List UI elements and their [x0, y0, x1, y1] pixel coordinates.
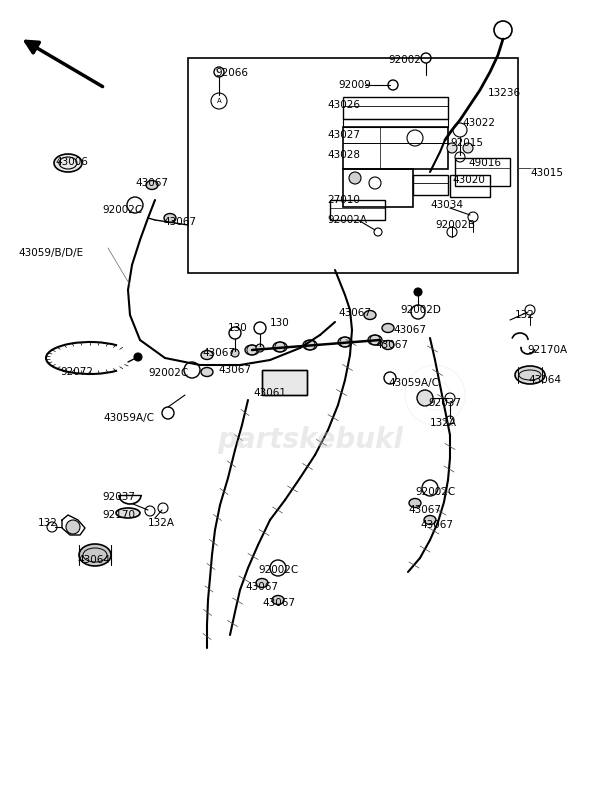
Bar: [343, 119, 448, 127]
Text: 43067: 43067: [202, 348, 235, 358]
Circle shape: [417, 390, 433, 406]
Text: 92002A: 92002A: [327, 215, 367, 225]
Text: 92170: 92170: [102, 510, 135, 520]
Text: 92002B: 92002B: [435, 220, 475, 230]
Text: 92002C: 92002C: [415, 487, 455, 497]
Text: 130: 130: [270, 318, 290, 328]
Circle shape: [414, 288, 422, 296]
Ellipse shape: [338, 337, 352, 347]
Text: 43067: 43067: [262, 598, 295, 608]
Text: 43067: 43067: [408, 505, 441, 515]
Ellipse shape: [54, 154, 82, 172]
Ellipse shape: [364, 311, 376, 319]
Text: 43067: 43067: [338, 308, 371, 318]
Text: 92037: 92037: [428, 398, 461, 408]
Text: 43061: 43061: [253, 388, 286, 398]
Text: 132: 132: [515, 310, 535, 320]
Text: 43067: 43067: [245, 582, 278, 592]
Text: 92037: 92037: [102, 492, 135, 502]
Bar: [455, 158, 510, 186]
Ellipse shape: [382, 323, 394, 333]
Ellipse shape: [146, 181, 158, 189]
Text: 92002: 92002: [388, 55, 421, 65]
Text: 132A: 132A: [148, 518, 175, 528]
Text: 43067: 43067: [218, 365, 251, 375]
Ellipse shape: [368, 335, 382, 345]
Circle shape: [349, 172, 361, 184]
Text: 43067: 43067: [375, 340, 408, 350]
Ellipse shape: [201, 367, 213, 377]
Ellipse shape: [273, 342, 287, 352]
Bar: [188, 58, 518, 273]
Circle shape: [256, 344, 264, 352]
Bar: [450, 175, 490, 197]
Text: 27010: 27010: [327, 195, 360, 205]
Text: A: A: [217, 98, 221, 104]
Text: 43059/B/D/E: 43059/B/D/E: [18, 248, 83, 258]
Bar: [262, 370, 307, 395]
Text: 43015: 43015: [530, 168, 563, 178]
Circle shape: [66, 520, 80, 534]
Text: 92002C: 92002C: [102, 205, 142, 215]
Ellipse shape: [256, 579, 268, 587]
Text: 43067: 43067: [420, 520, 453, 530]
Ellipse shape: [409, 498, 421, 507]
Text: 92002C: 92002C: [148, 368, 188, 378]
Text: 43034: 43034: [430, 200, 463, 210]
Text: 130: 130: [228, 323, 248, 333]
Text: 132A: 132A: [430, 418, 457, 428]
Ellipse shape: [382, 341, 394, 349]
Text: 92009: 92009: [338, 80, 371, 90]
Text: 43028: 43028: [327, 150, 360, 160]
Ellipse shape: [424, 516, 436, 524]
Text: 43022: 43022: [462, 118, 495, 128]
Text: partskebukl: partskebukl: [217, 426, 403, 454]
Circle shape: [463, 143, 473, 153]
Bar: [413, 175, 448, 195]
Text: 43027: 43027: [327, 130, 360, 140]
Bar: [343, 97, 448, 119]
Circle shape: [231, 349, 239, 357]
Ellipse shape: [515, 366, 545, 384]
Text: 43067: 43067: [163, 217, 196, 227]
Text: 43059A/C: 43059A/C: [388, 378, 439, 388]
Text: 43006: 43006: [55, 157, 88, 167]
Text: 43064: 43064: [528, 375, 561, 385]
Text: 92170A: 92170A: [527, 345, 567, 355]
Circle shape: [447, 143, 457, 153]
Text: 43064: 43064: [77, 555, 110, 565]
Bar: [343, 169, 413, 207]
Ellipse shape: [245, 345, 259, 355]
Text: 92072: 92072: [60, 367, 93, 377]
Text: 132: 132: [38, 518, 58, 528]
Text: 43026: 43026: [327, 100, 360, 110]
Ellipse shape: [201, 350, 213, 360]
Ellipse shape: [79, 544, 111, 566]
Text: 43067: 43067: [393, 325, 426, 335]
Ellipse shape: [116, 508, 140, 518]
Text: 49016: 49016: [468, 158, 501, 168]
Text: 92066: 92066: [215, 68, 248, 78]
Text: 43067: 43067: [135, 178, 168, 188]
Ellipse shape: [303, 340, 317, 350]
Text: 43020: 43020: [452, 175, 485, 185]
Text: 13236: 13236: [488, 88, 521, 98]
Bar: [343, 127, 448, 169]
Text: 92002C: 92002C: [258, 565, 298, 575]
Bar: [330, 200, 385, 220]
Ellipse shape: [272, 596, 284, 604]
Bar: [262, 370, 307, 395]
Text: 92015: 92015: [450, 138, 483, 148]
Ellipse shape: [164, 214, 176, 222]
Text: 92002D: 92002D: [400, 305, 441, 315]
Text: 43059A/C: 43059A/C: [103, 413, 154, 423]
Circle shape: [134, 353, 142, 361]
